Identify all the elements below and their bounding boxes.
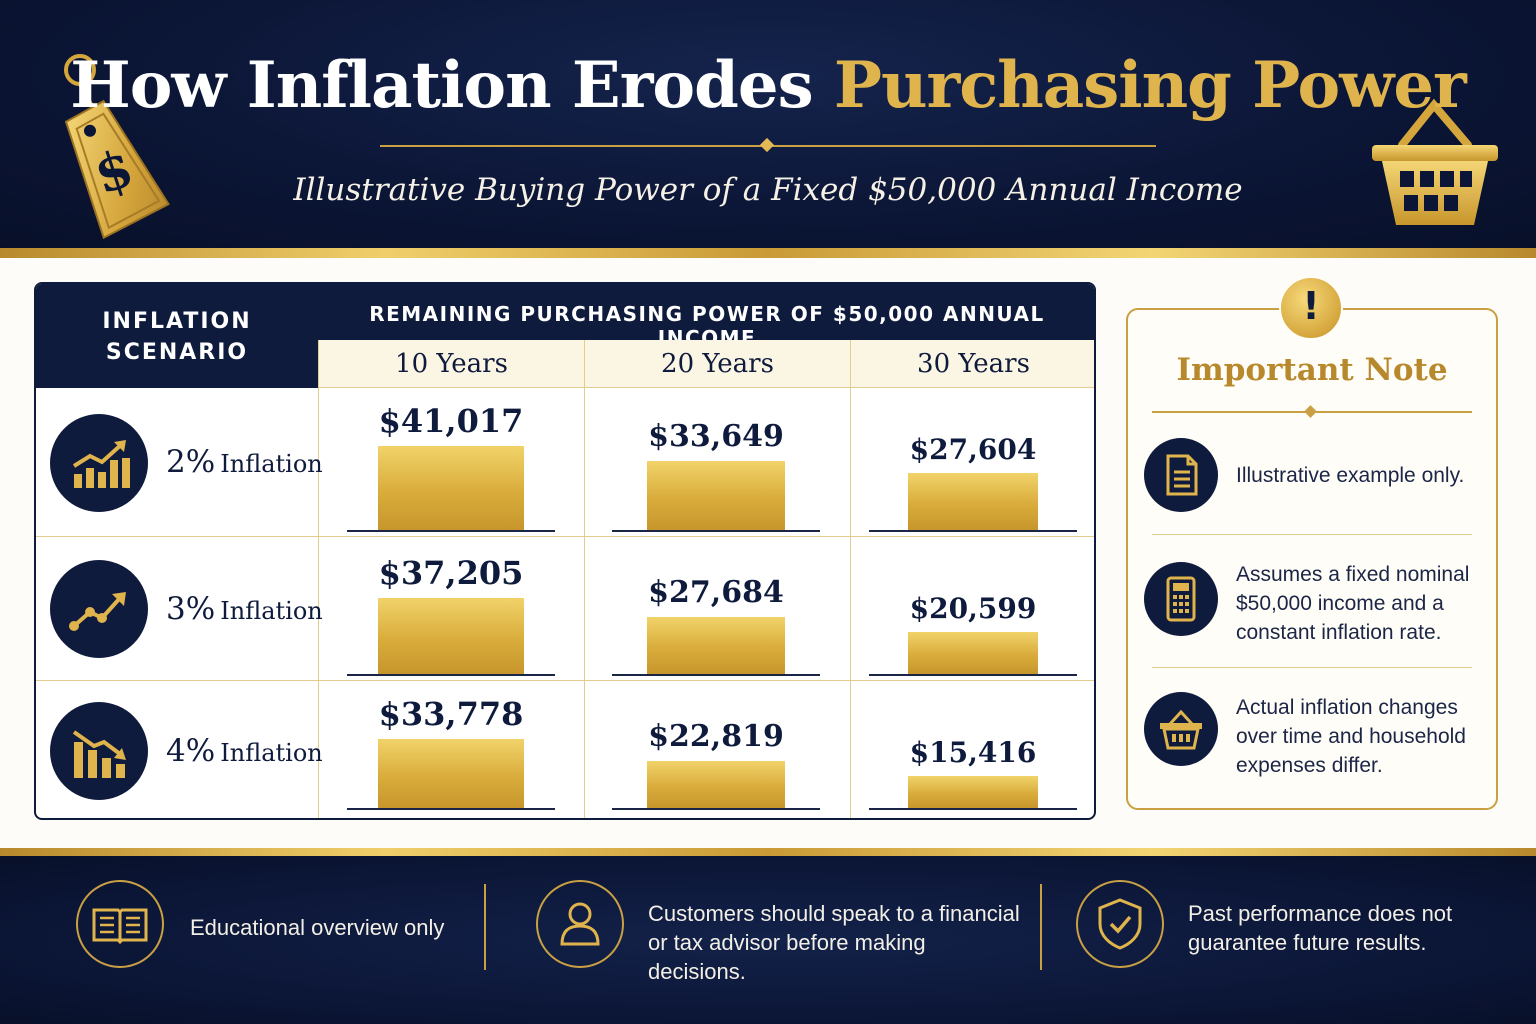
purchasing-power-header: REMAINING PURCHASING POWER OF $50,000 AN… bbox=[318, 284, 1094, 350]
scenario-header-line1: INFLATION bbox=[102, 309, 252, 334]
note-text-3: Actual inflation changes over time and h… bbox=[1236, 696, 1466, 777]
value-label: $27,684 bbox=[648, 575, 784, 610]
note-title: Important Note bbox=[1176, 352, 1448, 388]
value-label: $27,604 bbox=[909, 433, 1037, 466]
scenario-header: INFLATION SCENARIO bbox=[36, 284, 318, 388]
note-text-2: Assumes a fixed nominal $50,000 income a… bbox=[1236, 563, 1470, 644]
bar-4pct-20yr bbox=[647, 761, 785, 808]
bar-2pct-20yr bbox=[647, 461, 785, 530]
value-label: $41,017 bbox=[378, 402, 524, 440]
note-text-1: Illustrative example only. bbox=[1236, 464, 1465, 487]
bar-baseline bbox=[347, 674, 555, 676]
bar-baseline bbox=[612, 674, 820, 676]
scenario-label-4: 4% Inflation bbox=[166, 733, 323, 769]
header-gold-rule bbox=[0, 248, 1536, 258]
row-divider bbox=[36, 536, 1094, 537]
column-divider bbox=[584, 388, 585, 818]
bar-baseline bbox=[869, 808, 1077, 810]
footer-separator bbox=[484, 884, 486, 970]
value-label: $33,649 bbox=[648, 419, 784, 454]
bar-baseline bbox=[347, 808, 555, 810]
scenario-word: Inflation bbox=[220, 450, 323, 478]
scenario-label-2: 2% Inflation bbox=[166, 444, 323, 480]
footer bbox=[0, 856, 1536, 1024]
bar-baseline bbox=[869, 674, 1077, 676]
value-label: $33,778 bbox=[378, 695, 524, 733]
bar-chart-up-icon bbox=[50, 414, 148, 512]
title-part-1: How Inflation Erodes bbox=[70, 48, 813, 123]
page-title: How Inflation Erodes Purchasing Power bbox=[0, 48, 1536, 123]
scenario-header-line2: SCENARIO bbox=[105, 340, 249, 365]
bar-4pct-10yr bbox=[378, 739, 524, 808]
footer-gold-rule bbox=[0, 848, 1536, 856]
year-header-30: 30 Years bbox=[850, 340, 1094, 388]
header bbox=[0, 0, 1536, 248]
price-tag-icon: $ bbox=[64, 54, 170, 240]
footer-text-1: Educational overview only bbox=[190, 915, 445, 940]
note-separator bbox=[1152, 534, 1472, 535]
footer-text-2: Customers should speak to a financial or… bbox=[648, 901, 1020, 984]
footer-text-3: Past performance does not guarantee futu… bbox=[1188, 901, 1453, 955]
column-divider bbox=[318, 388, 319, 818]
bar-baseline bbox=[612, 530, 820, 532]
shopping-basket-icon bbox=[1372, 98, 1498, 225]
exclamation-icon: ! bbox=[1279, 276, 1343, 340]
row-divider bbox=[36, 680, 1094, 681]
value-label: $15,416 bbox=[909, 736, 1037, 769]
bar-baseline bbox=[612, 808, 820, 810]
person-icon bbox=[536, 880, 624, 968]
bar-3pct-20yr bbox=[647, 617, 785, 674]
calculator-icon bbox=[1144, 562, 1218, 636]
scenario-label-3: 3% Inflation bbox=[166, 591, 323, 627]
column-divider bbox=[850, 388, 851, 818]
bar-4pct-30yr bbox=[908, 776, 1038, 808]
year-header-10: 10 Years bbox=[318, 340, 584, 388]
bar-2pct-10yr bbox=[378, 446, 524, 530]
scenario-pct: 4% bbox=[166, 733, 216, 769]
note-separator bbox=[1152, 667, 1472, 668]
scenario-pct: 3% bbox=[166, 591, 216, 627]
bar-3pct-10yr bbox=[378, 598, 524, 674]
bar-baseline bbox=[869, 530, 1077, 532]
bar-2pct-30yr bbox=[908, 473, 1038, 530]
bar-chart-down-icon bbox=[50, 702, 148, 800]
bar-3pct-30yr bbox=[908, 632, 1038, 674]
value-label: $22,819 bbox=[648, 719, 784, 754]
footer-separator bbox=[1040, 884, 1042, 970]
shield-check-icon bbox=[1076, 880, 1164, 968]
bar-baseline bbox=[347, 530, 555, 532]
inflation-table: INFLATION SCENARIO REMAINING PURCHASING … bbox=[34, 282, 1096, 820]
line-trend-up-icon bbox=[50, 560, 148, 658]
subtitle: Illustrative Buying Power of a Fixed $50… bbox=[293, 172, 1243, 208]
scenario-word: Inflation bbox=[220, 597, 323, 625]
note-badge-text: ! bbox=[1302, 284, 1320, 328]
document-icon bbox=[1144, 438, 1218, 512]
scenario-word: Inflation bbox=[220, 739, 323, 767]
scenario-pct: 2% bbox=[166, 444, 216, 480]
year-header-20: 20 Years bbox=[584, 340, 850, 388]
book-icon bbox=[76, 880, 164, 968]
value-label: $37,205 bbox=[378, 554, 524, 592]
title-part-2: Purchasing Power bbox=[833, 48, 1467, 123]
value-label: $20,599 bbox=[909, 592, 1037, 625]
basket-icon bbox=[1144, 692, 1218, 766]
